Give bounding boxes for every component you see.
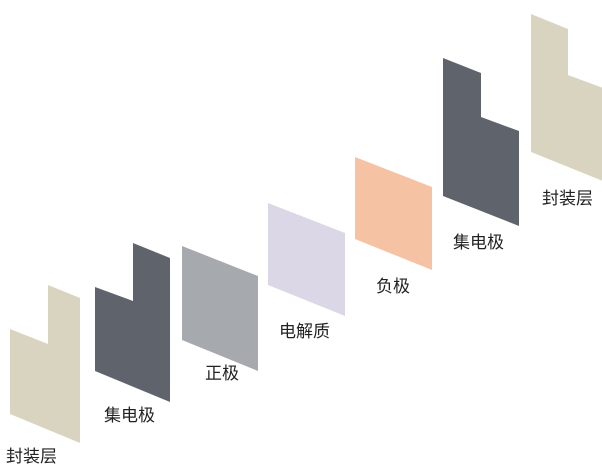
layer-anode-shape [355, 157, 432, 270]
layer-encap-1-shape [10, 285, 80, 443]
label-encap-1: 封装层 [6, 447, 57, 467]
label-electrolyte: 电解质 [279, 322, 330, 342]
layer-encap-2-shape [531, 14, 602, 181]
layer-collector-2-shape [443, 58, 519, 226]
label-anode: 负极 [376, 277, 410, 297]
label-encap-2: 封装层 [542, 189, 593, 209]
layer-cathode-shape [182, 246, 258, 371]
label-collector-1: 集电极 [104, 406, 155, 426]
label-cathode: 正极 [205, 364, 239, 384]
layer-collector-1-shape [95, 243, 170, 402]
layer-electrolyte-shape [268, 203, 345, 316]
label-collector-2: 集电极 [453, 233, 504, 253]
